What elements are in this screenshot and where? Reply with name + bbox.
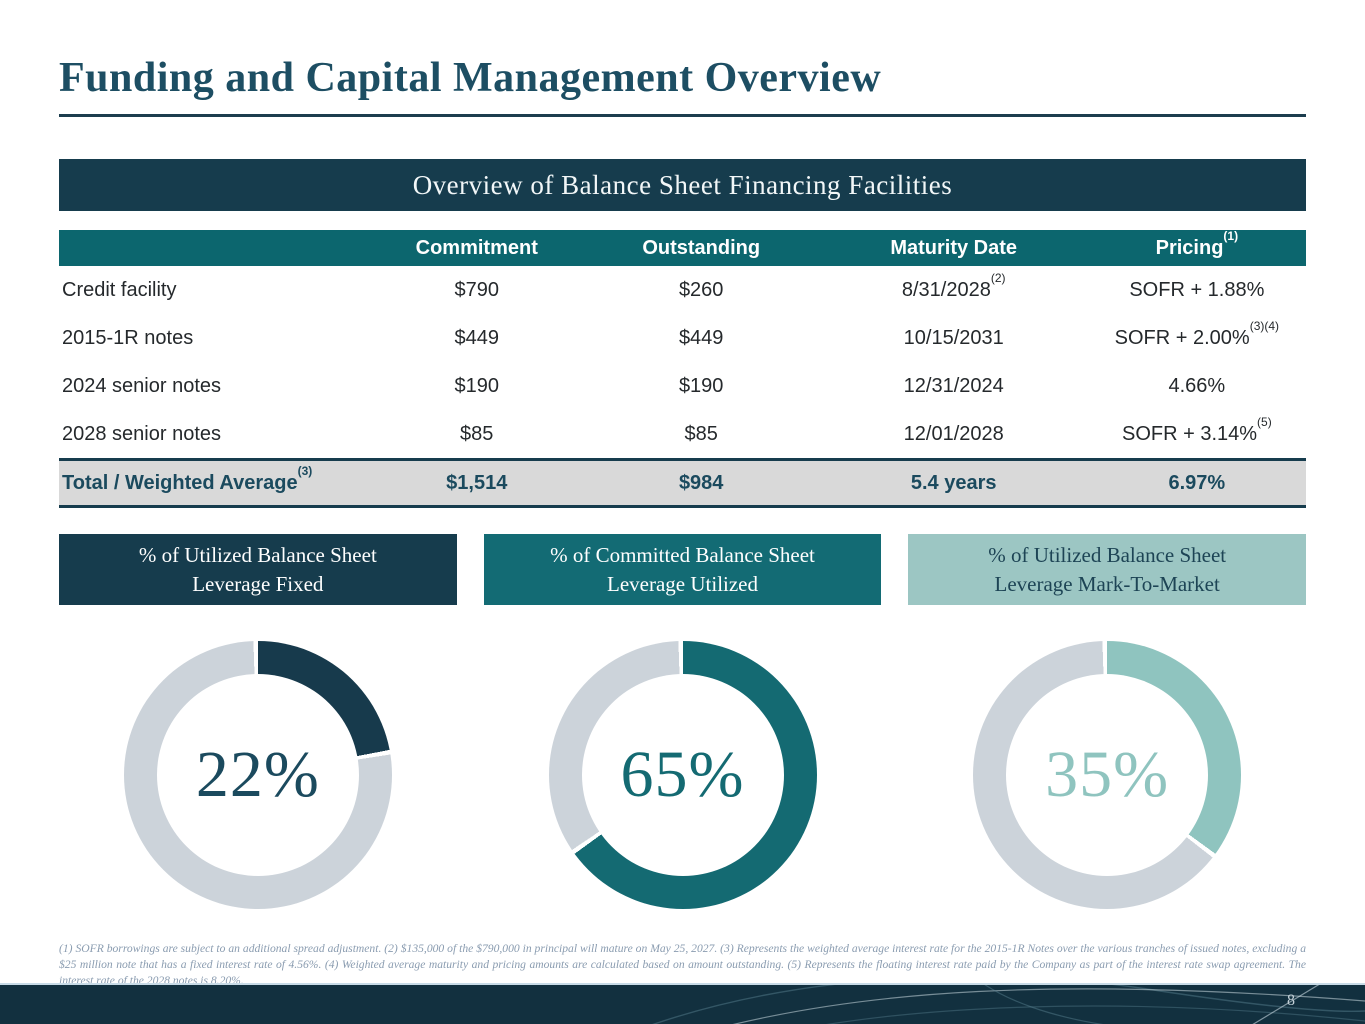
cell-outstanding: $260 xyxy=(678,278,724,301)
chart-header-line1: % of Utilized Balance Sheet xyxy=(138,543,377,568)
maturity-value: 8/31/2028 xyxy=(901,278,991,301)
donut-chart: 35% xyxy=(973,641,1242,909)
table-header-row: Commitment Outstanding Maturity Date Pri… xyxy=(59,230,1306,266)
cell-label: Credit facility xyxy=(62,278,177,301)
cell-commitment: $85 xyxy=(460,422,494,445)
pricing-value: SOFR + 3.14% xyxy=(1121,422,1258,445)
maturity-value: 10/15/2031 xyxy=(903,326,1004,349)
slide-footer: 8 xyxy=(0,983,1365,1024)
cell-total-label: Total / Weighted Average(3) xyxy=(59,465,371,495)
donut-chart: 22% xyxy=(123,641,392,909)
cell-label: 2028 senior notes xyxy=(62,422,222,445)
cell-maturity: 8/31/2028(2) xyxy=(820,272,1088,302)
cell-outstanding: $190 xyxy=(678,374,724,397)
header-cell-outstanding: Outstanding xyxy=(642,236,761,259)
footnote-ref: (1) xyxy=(1223,229,1239,244)
table-title: Overview of Balance Sheet Financing Faci… xyxy=(412,169,953,200)
chart-column-utilized: % of Committed Balance Sheet Leverage Ut… xyxy=(483,534,882,909)
footnote-ref: (3) xyxy=(297,464,313,479)
cell-maturity: 10/15/2031 xyxy=(820,327,1088,350)
header-cell-maturity: Maturity Date xyxy=(890,236,1018,259)
footnotes: (1) SOFR borrowings are subject to an ad… xyxy=(59,942,1306,987)
chart-column-fixed: % of Utilized Balance Sheet Leverage Fix… xyxy=(59,534,457,909)
cell-pricing: SOFR + 1.88% xyxy=(1088,279,1306,302)
table-row: 2015-1R notes $449 $449 10/15/2031 SOFR … xyxy=(59,314,1306,362)
cell-pricing: SOFR + 3.14%(5) xyxy=(1088,416,1306,446)
donut-chart: 65% xyxy=(548,641,817,909)
footer-decoration xyxy=(652,985,1365,1024)
chart-column-mark-to-market: % of Utilized Balance Sheet Leverage Mar… xyxy=(908,534,1307,909)
cell-commitment: $190 xyxy=(454,374,499,397)
donut-hole: 65% xyxy=(581,674,784,876)
donut-value-label: 35% xyxy=(1045,738,1170,811)
header-cell-pricing: Pricing(1) xyxy=(1088,230,1306,260)
cell-label: 2024 senior notes xyxy=(62,374,222,397)
donut-charts-section: % of Utilized Balance Sheet Leverage Fix… xyxy=(59,534,1307,909)
pricing-label: Pricing xyxy=(1155,236,1224,259)
cell-total-maturity: 5.4 years xyxy=(910,471,997,494)
chart-header: % of Committed Balance Sheet Leverage Ut… xyxy=(483,534,882,605)
donut-value-label: 22% xyxy=(195,738,320,811)
donut-hole: 22% xyxy=(156,674,359,876)
cell-total-commitment: $1,514 xyxy=(446,471,508,494)
cell-total-pricing: 6.97% xyxy=(1168,471,1226,494)
cell-label: 2015-1R notes xyxy=(62,326,194,349)
chart-header-line2: Leverage Utilized xyxy=(607,571,758,596)
header-cell-commitment: Commitment xyxy=(415,236,538,259)
chart-header-line2: Leverage Mark-To-Market xyxy=(994,571,1220,596)
donut-value-label: 65% xyxy=(620,738,745,811)
chart-header-line2: Leverage Fixed xyxy=(192,571,324,596)
footnote-ref: (5) xyxy=(1257,415,1272,430)
slide-content: Funding and Capital Management Overview … xyxy=(59,55,1307,987)
cell-commitment: $790 xyxy=(454,278,499,301)
chart-header: % of Utilized Balance Sheet Leverage Mar… xyxy=(908,534,1307,605)
maturity-value: 12/01/2028 xyxy=(903,422,1004,445)
pricing-value: 4.66% xyxy=(1168,374,1226,397)
cell-outstanding: $449 xyxy=(678,326,724,349)
cell-total-outstanding: $984 xyxy=(678,471,724,494)
page-title: Funding and Capital Management Overview xyxy=(59,55,882,101)
chart-header-line1: % of Committed Balance Sheet xyxy=(550,543,815,568)
total-label: Total / Weighted Average xyxy=(62,471,298,494)
pricing-value: SOFR + 1.88% xyxy=(1129,278,1265,301)
cell-outstanding: $85 xyxy=(684,422,718,445)
cell-pricing: 4.66% xyxy=(1088,375,1306,398)
table-row: 2024 senior notes $190 $190 12/31/2024 4… xyxy=(59,362,1306,410)
chart-header: % of Utilized Balance Sheet Leverage Fix… xyxy=(59,534,457,605)
title-underline xyxy=(59,114,1306,117)
page-number: 8 xyxy=(1287,992,1295,1009)
chart-header-line1: % of Utilized Balance Sheet xyxy=(988,543,1227,568)
cell-commitment: $449 xyxy=(454,326,499,349)
donut-hole: 35% xyxy=(1006,674,1209,876)
cell-maturity: 12/01/2028 xyxy=(820,423,1088,446)
pricing-value: SOFR + 2.00% xyxy=(1114,326,1250,349)
table-row: 2028 senior notes $85 $85 12/01/2028 SOF… xyxy=(59,410,1306,458)
table-total-row: Total / Weighted Average(3) $1,514 $984 … xyxy=(59,458,1306,508)
footnote-ref: (2) xyxy=(990,271,1006,286)
cell-maturity: 12/31/2024 xyxy=(820,375,1088,398)
maturity-value: 12/31/2024 xyxy=(903,374,1004,397)
footnote-ref: (3)(4) xyxy=(1249,319,1280,334)
table-row: Credit facility $790 $260 8/31/2028(2) S… xyxy=(59,266,1306,314)
table-title-band: Overview of Balance Sheet Financing Faci… xyxy=(59,159,1306,211)
cell-pricing: SOFR + 2.00%(3)(4) xyxy=(1088,320,1306,350)
